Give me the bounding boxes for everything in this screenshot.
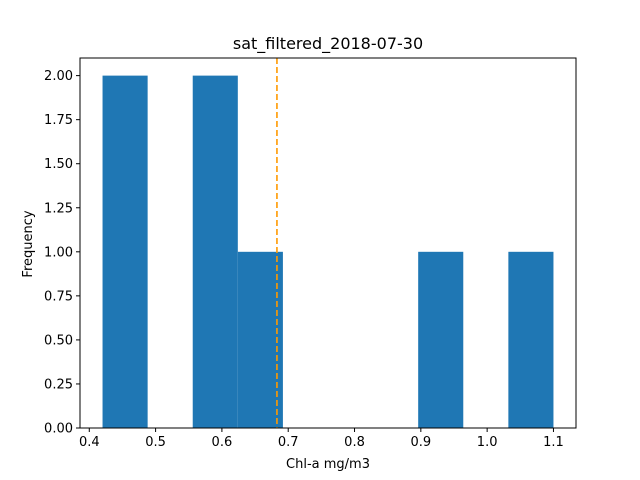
- x-tick-label: 1.1: [543, 435, 564, 450]
- x-tick-label: 0.4: [79, 435, 100, 450]
- y-tick-label: 1.75: [44, 113, 73, 128]
- histogram-bar-2: [192, 75, 238, 428]
- histogram-bar-0: [102, 75, 148, 428]
- histogram-bar-9: [508, 251, 554, 428]
- y-axis: 0.00 0.25 0.50 0.75 1.00 1.25 1.50 1.75 2.00: [44, 69, 80, 437]
- y-tick-label: 1.50: [44, 157, 73, 172]
- y-tick-label: 0.00: [44, 422, 73, 437]
- bars-group: [102, 75, 554, 428]
- y-tick-label: 1.00: [44, 245, 73, 260]
- x-tick-label: 0.7: [278, 435, 299, 450]
- x-tick-label: 0.9: [410, 435, 431, 450]
- y-axis-label: Frequency: [21, 210, 36, 277]
- x-axis: 0.4 0.5 0.6 0.7 0.8 0.9 1.0 1.1: [79, 428, 564, 450]
- y-tick-label: 0.75: [44, 289, 73, 304]
- x-tick-label: 0.5: [145, 435, 166, 450]
- y-tick-label: 1.25: [44, 201, 73, 216]
- plot-frame: [79, 57, 577, 429]
- x-tick-label: 1.0: [477, 435, 498, 450]
- histogram-bar-3: [237, 251, 283, 428]
- y-tick-label: 0.50: [44, 333, 73, 348]
- x-tick-label: 0.8: [344, 435, 365, 450]
- y-tick-label: 2.00: [44, 69, 73, 84]
- x-tick-label: 0.6: [212, 435, 233, 450]
- y-tick-label: 0.25: [44, 377, 73, 392]
- chart-title: sat_filtered_2018-07-30: [233, 34, 423, 54]
- x-axis-label: Chl-a mg/m3: [286, 457, 370, 472]
- histogram-bar-7: [418, 251, 464, 428]
